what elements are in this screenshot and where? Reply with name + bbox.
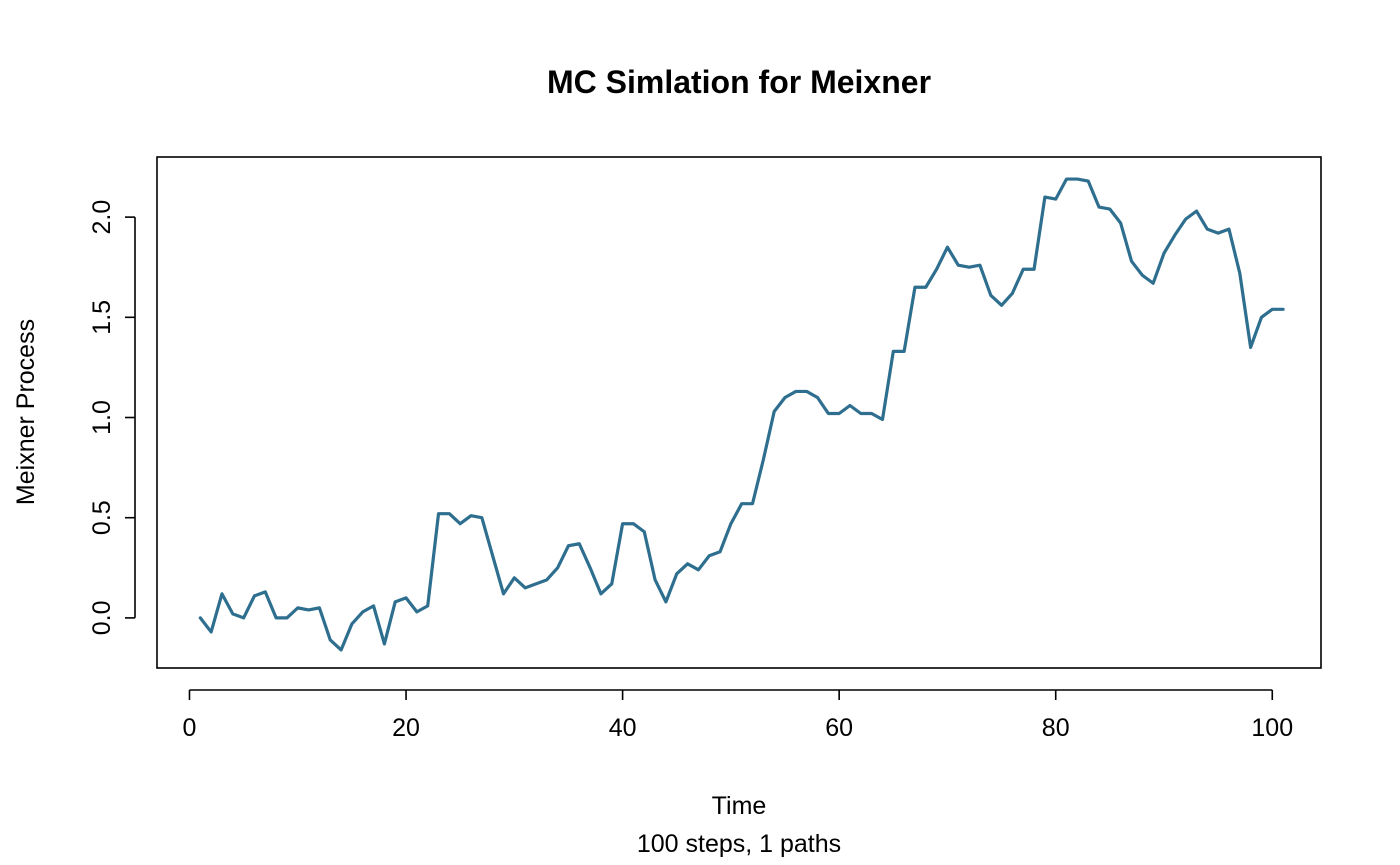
x-tick-label: 60 (825, 714, 853, 742)
series-layer (198, 177, 1285, 652)
x-tick-label: 20 (392, 714, 420, 742)
y-axis-label: Meixner Process (12, 319, 40, 505)
y-tick-label: 1.5 (88, 300, 116, 335)
y-tick-label: 0.5 (88, 500, 116, 535)
x-tick-label: 0 (183, 714, 197, 742)
y-tick-label: 1.0 (88, 400, 116, 435)
x-axis: 0 20 40 60 80 100 (183, 689, 1293, 742)
y-tick-label: 2.0 (88, 200, 116, 235)
x-axis-label: Time (712, 792, 767, 820)
chart-title: MC Simlation for Meixner (547, 64, 931, 100)
series-line-0 (198, 177, 1285, 652)
x-tick-label: 40 (609, 714, 637, 742)
y-tick-label: 0.0 (88, 601, 116, 636)
x-axis-sublabel: 100 steps, 1 paths (637, 830, 841, 858)
plot-frame (156, 156, 1322, 669)
x-tick-label: 80 (1042, 714, 1070, 742)
x-tick-label: 100 (1251, 714, 1293, 742)
y-axis: 0.0 0.5 1.0 1.5 2.0 (88, 200, 136, 636)
